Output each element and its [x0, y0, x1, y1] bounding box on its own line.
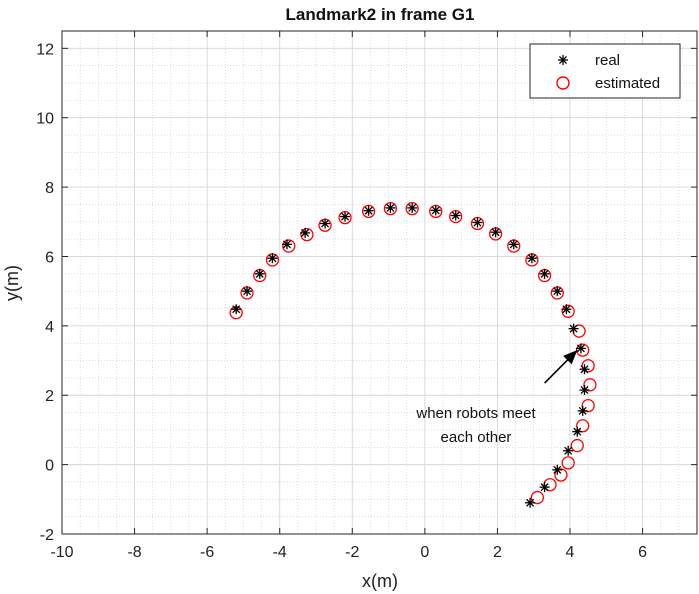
- estimated-point: [583, 378, 597, 392]
- real-point: [525, 497, 536, 508]
- y-tick-label: 4: [45, 319, 54, 336]
- legend-label-real: real: [595, 52, 620, 69]
- real-point: [552, 464, 563, 475]
- estimated-point: [405, 201, 419, 216]
- real-point: [539, 268, 550, 279]
- x-tick-label: -6: [200, 544, 214, 561]
- estimated-point: [554, 468, 568, 482]
- real-point: [561, 304, 572, 315]
- estimated-point: [581, 398, 595, 413]
- real-point: [281, 239, 292, 250]
- x-tick-label: -2: [345, 544, 359, 561]
- x-tick-label: 4: [566, 544, 575, 561]
- y-tick-label: 8: [45, 180, 54, 197]
- legend-asterisk: [558, 55, 568, 65]
- annotation-line-1: when robots meet: [415, 405, 536, 422]
- legend-marker-real: [558, 55, 568, 65]
- estimated-point: [576, 419, 590, 433]
- legend: real estimated: [529, 43, 681, 99]
- plot-area-border: [61, 30, 698, 535]
- real-point: [563, 445, 574, 456]
- x-tick-label: 6: [638, 544, 647, 561]
- real-point: [552, 286, 563, 297]
- real-point: [450, 210, 461, 221]
- real-point: [320, 218, 331, 229]
- data-marks: [229, 201, 597, 508]
- real-point: [579, 385, 590, 396]
- annotation-line-2: each other: [441, 429, 512, 446]
- estimated-point: [561, 456, 575, 470]
- tick-marks: [61, 31, 697, 535]
- legend-marker-estimated: [556, 76, 570, 90]
- x-axis-label: x(m): [362, 571, 398, 591]
- y-tick-label: 2: [45, 388, 54, 405]
- real-point: [254, 268, 265, 279]
- estimated-point: [282, 239, 296, 253]
- real-point: [231, 304, 242, 315]
- real-point: [539, 482, 550, 493]
- real-point: [526, 253, 537, 264]
- grid: [61, 30, 698, 535]
- real-point: [577, 405, 588, 416]
- y-axis-label: y(m): [2, 265, 22, 301]
- real-point: [490, 227, 501, 238]
- x-tick-label: -8: [127, 544, 141, 561]
- real-point: [575, 343, 586, 354]
- y-tick-label: 0: [45, 458, 54, 475]
- real-point: [430, 205, 441, 216]
- estimated-point: [581, 359, 595, 373]
- real-point: [568, 323, 579, 334]
- x-tick-label: -4: [273, 544, 287, 561]
- x-tick-label: 0: [420, 544, 429, 561]
- real-point: [579, 364, 590, 375]
- real-point: [300, 227, 311, 238]
- chart-title: Landmark2 in frame G1: [286, 5, 475, 24]
- x-tick-label: 2: [493, 544, 502, 561]
- y-tick-label: -2: [40, 527, 54, 544]
- estimated-point: [530, 490, 544, 505]
- real-point: [242, 286, 253, 297]
- legend-box: [529, 43, 681, 99]
- annotation: when robots meet each other: [415, 349, 578, 446]
- y-tick-label: 10: [36, 111, 54, 128]
- estimated-point: [361, 204, 376, 219]
- estimated-point: [300, 227, 314, 242]
- tick-labels: -10 -8 -6 -4 -2 0 2 4 6 -2 0 2 4 6 8 10 12: [36, 41, 647, 561]
- estimated-point: [561, 304, 575, 318]
- legend-label-estimated: estimated: [595, 75, 660, 92]
- real-point: [407, 202, 418, 213]
- real-point: [363, 205, 374, 216]
- x-tick-label: -10: [50, 544, 73, 561]
- y-tick-label: 12: [36, 41, 54, 58]
- estimated-point: [570, 438, 584, 453]
- estimated-point: [383, 201, 398, 216]
- real-point: [508, 239, 519, 250]
- annotation-arrow-head: [563, 350, 578, 365]
- real-point: [267, 253, 278, 264]
- real-point: [340, 211, 351, 222]
- real-point: [385, 202, 396, 213]
- real-point: [472, 217, 483, 228]
- real-point: [572, 426, 583, 437]
- y-tick-label: 6: [45, 249, 54, 266]
